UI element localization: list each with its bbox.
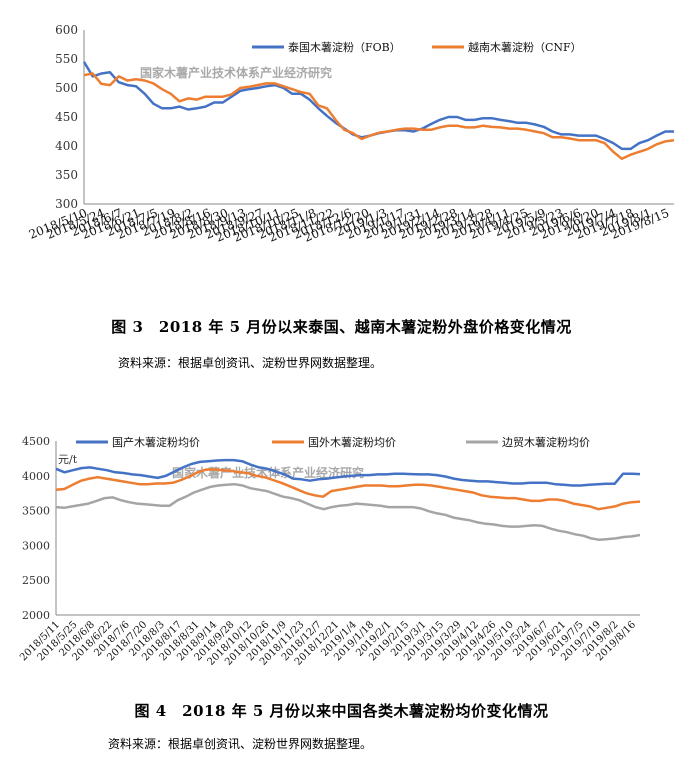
figure-3-source: 资料来源：根据卓创资讯、淀粉世界网数据整理。 bbox=[118, 356, 383, 370]
legend-label: 越南木薯淀粉（CNF） bbox=[468, 40, 582, 54]
series-line-3 bbox=[55, 482, 641, 542]
y-tick-label: 450 bbox=[55, 110, 78, 124]
series-line-1 bbox=[55, 458, 641, 487]
y-tick-label: 3500 bbox=[22, 505, 50, 518]
y-tick-label: 4000 bbox=[22, 470, 50, 483]
y-tick-label: 4500 bbox=[22, 435, 50, 448]
watermark-text: 国家木薯产业技术体系产业经济研究 bbox=[140, 65, 332, 80]
legend-label: 边贸木薯淀粉均价 bbox=[502, 435, 590, 449]
y-tick-label: 550 bbox=[55, 52, 78, 66]
figure-4-source: 资料来源：根据卓创资讯、淀粉世界网数据整理。 bbox=[108, 737, 373, 751]
y-axis-unit: 元/t bbox=[58, 453, 78, 466]
y-tick-label: 600 bbox=[55, 23, 78, 37]
y-tick-label: 2000 bbox=[22, 609, 50, 622]
y-tick-label: 3000 bbox=[22, 539, 50, 552]
legend-label: 国外木薯淀粉均价 bbox=[308, 435, 396, 449]
y-tick-label: 350 bbox=[55, 168, 78, 182]
y-tick-label: 2500 bbox=[22, 574, 50, 587]
series-line-2 bbox=[55, 468, 641, 511]
legend-label: 泰国木薯淀粉（FOB） bbox=[288, 40, 401, 54]
chart-china-starch-avg-price: 200025003000350040004500元/t国家木薯产业技术体系产业经… bbox=[18, 435, 641, 668]
y-tick-label: 300 bbox=[55, 197, 78, 211]
figure-3-title: 图 3 2018 年 5 月份以来泰国、越南木薯淀粉外盘价格变化情况 bbox=[111, 318, 572, 336]
legend-label: 国产木薯淀粉均价 bbox=[112, 435, 200, 449]
chart-thai-vietnam-starch-price: 300350400450500550600国家木薯产业技术体系产业经济研究201… bbox=[27, 23, 675, 245]
series-line-2 bbox=[83, 72, 675, 161]
y-tick-label: 400 bbox=[55, 139, 78, 153]
y-tick-label: 500 bbox=[55, 81, 78, 95]
figure-4-title: 图 4 2018 年 5 月份以来中国各类木薯淀粉均价变化情况 bbox=[134, 702, 549, 720]
